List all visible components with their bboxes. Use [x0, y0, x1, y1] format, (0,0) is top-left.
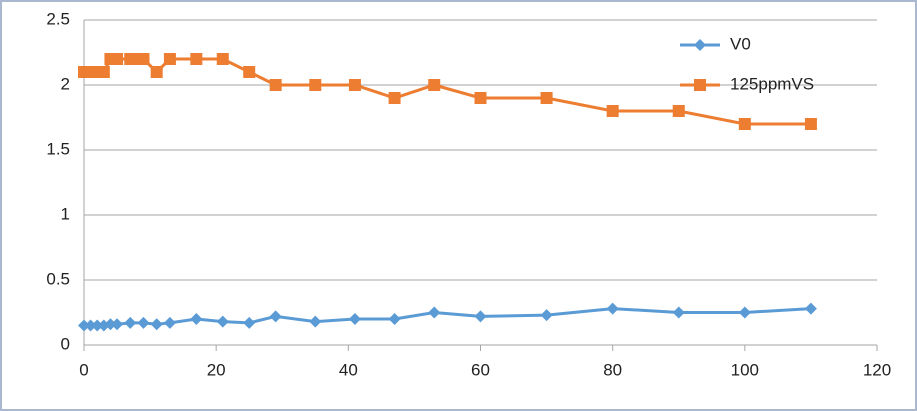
- y-tick-label: 0.5: [46, 269, 70, 288]
- data-point: [163, 53, 176, 65]
- y-tick-label: 1: [61, 204, 70, 223]
- data-point: [309, 315, 322, 328]
- data-point: [84, 319, 97, 332]
- data-point: [216, 53, 229, 65]
- data-point: [428, 79, 441, 91]
- data-point: [804, 302, 817, 315]
- y-tick-label: 2.5: [46, 9, 70, 28]
- data-point: [111, 53, 124, 65]
- data-point: [124, 316, 137, 329]
- data-point: [104, 318, 117, 331]
- data-point: [111, 318, 124, 331]
- y-tick-label: 2: [61, 74, 70, 93]
- data-point: [137, 316, 150, 329]
- data-point: [216, 315, 229, 328]
- data-point: [606, 302, 619, 315]
- data-point: [672, 105, 685, 117]
- y-tick-label: 0: [61, 334, 70, 353]
- data-point: [190, 53, 203, 65]
- x-tick-label: 100: [731, 360, 759, 379]
- data-point: [738, 118, 751, 130]
- x-tick-label: 0: [79, 360, 88, 379]
- data-point: [388, 313, 401, 325]
- data-point: [150, 318, 163, 331]
- data-point: [150, 66, 163, 78]
- data-point: [540, 92, 553, 104]
- data-point: [474, 92, 487, 104]
- y-tick-label: 1.5: [46, 139, 70, 158]
- legend-marker: [694, 39, 706, 51]
- x-tick-label: 60: [471, 360, 490, 379]
- legend-marker: [694, 79, 706, 91]
- data-point: [243, 316, 256, 329]
- data-point: [163, 316, 176, 329]
- data-point: [269, 79, 282, 91]
- data-point: [388, 92, 401, 104]
- data-point: [190, 313, 203, 325]
- data-point: [269, 310, 282, 323]
- x-tick-label: 40: [339, 360, 358, 379]
- x-tick-label: 120: [863, 360, 891, 379]
- data-point: [137, 53, 150, 65]
- legend-label: 125ppmVS: [730, 74, 814, 93]
- data-point: [606, 105, 619, 117]
- data-point: [804, 118, 817, 130]
- data-point: [540, 309, 553, 322]
- x-tick-label: 80: [603, 360, 622, 379]
- data-point: [243, 66, 256, 78]
- data-point: [91, 319, 104, 332]
- legend-label: V0: [730, 34, 751, 53]
- x-tick-label: 20: [207, 360, 226, 379]
- data-point: [309, 79, 322, 91]
- data-point: [348, 313, 361, 325]
- data-point: [672, 306, 685, 319]
- data-point: [348, 79, 361, 91]
- data-point: [738, 306, 751, 319]
- data-point: [428, 306, 441, 319]
- data-point: [78, 319, 90, 332]
- data-point: [97, 66, 110, 78]
- data-point: [474, 310, 487, 323]
